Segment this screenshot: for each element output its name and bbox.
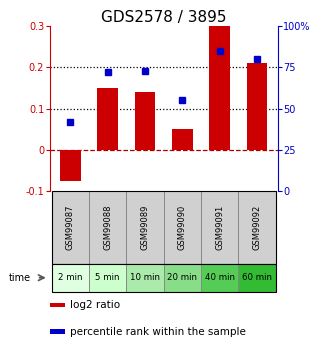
Bar [210,26,230,150]
Text: 2 min: 2 min [58,273,82,282]
Bar [239,191,276,264]
Bar [126,264,164,292]
Text: 20 min: 20 min [167,273,197,282]
Bar [126,191,164,264]
Text: time: time [9,273,31,283]
Bar [52,264,89,292]
Bar [247,63,267,150]
Text: 10 min: 10 min [130,273,160,282]
Text: GSM99090: GSM99090 [178,205,187,250]
Bar [50,303,65,307]
Text: GSM99087: GSM99087 [66,205,75,250]
Bar [135,92,155,150]
Bar [201,264,239,292]
Text: 5 min: 5 min [95,273,120,282]
Bar [164,191,201,264]
Bar [60,150,81,181]
Text: 40 min: 40 min [205,273,235,282]
Text: log2 ratio: log2 ratio [70,300,120,310]
Text: GSM99089: GSM99089 [141,205,150,250]
Text: 60 min: 60 min [242,273,272,282]
Text: GSM99092: GSM99092 [253,205,262,250]
Text: GSM99091: GSM99091 [215,205,224,250]
Title: GDS2578 / 3895: GDS2578 / 3895 [101,10,226,25]
Bar [52,191,89,264]
Text: percentile rank within the sample: percentile rank within the sample [70,327,246,337]
Text: GSM99088: GSM99088 [103,205,112,250]
Bar [239,264,276,292]
Bar [201,191,239,264]
Bar [89,191,126,264]
Bar [164,264,201,292]
Bar [50,329,65,334]
Bar [97,88,118,150]
Bar [89,264,126,292]
Bar [172,129,193,150]
